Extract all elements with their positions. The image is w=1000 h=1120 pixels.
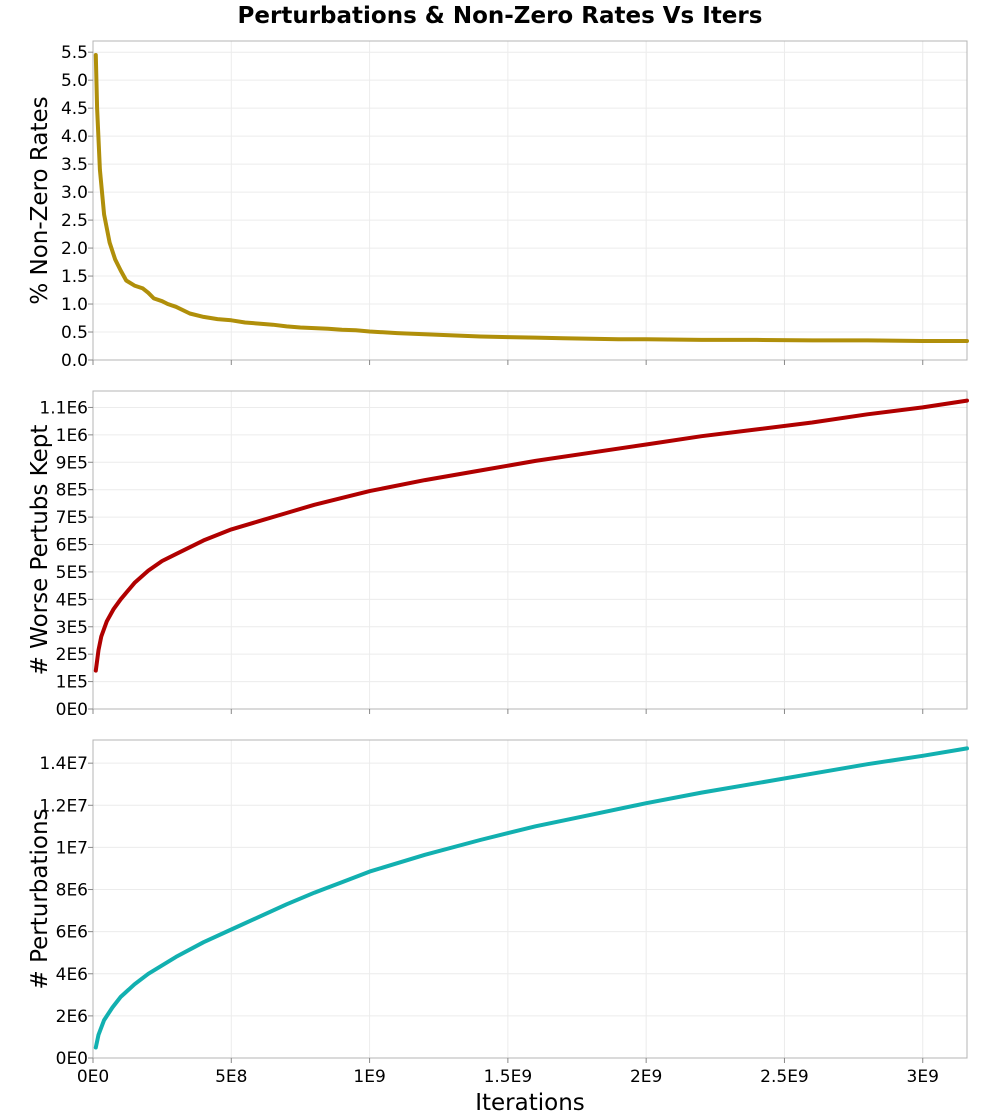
chart-title: Perturbations & Non-Zero Rates Vs Iters bbox=[238, 3, 763, 29]
y-tick-label: 4.0 bbox=[61, 127, 88, 147]
series-line bbox=[93, 398, 969, 673]
y-tick-label: 4.5 bbox=[61, 99, 88, 119]
x-tick-label: 2E9 bbox=[630, 1067, 662, 1087]
plot-frame bbox=[92, 390, 968, 710]
y-tick-label: 1.2E7 bbox=[39, 796, 88, 816]
x-tick-label: 2.5E9 bbox=[760, 1067, 809, 1087]
x-tick-label: 1.5E9 bbox=[484, 1067, 533, 1087]
y-tick-label: 3.5 bbox=[61, 155, 88, 175]
y-tick-label: 4E6 bbox=[56, 965, 88, 985]
y-tick-label: 1E5 bbox=[56, 673, 88, 693]
x-tick-label: 1E9 bbox=[353, 1067, 385, 1087]
plot-frame bbox=[92, 739, 968, 1059]
y-tick-label: 1.0 bbox=[61, 295, 88, 315]
y-tick-label: 6E5 bbox=[56, 536, 88, 556]
series-line bbox=[93, 53, 969, 343]
y-tick-label: 0.5 bbox=[61, 323, 88, 343]
y-tick-label: 0.0 bbox=[61, 351, 88, 371]
x-tick-label: 0E0 bbox=[77, 1067, 109, 1087]
y-tick-label: 1.4E7 bbox=[39, 754, 88, 774]
y-tick-label: 2.5 bbox=[61, 211, 88, 231]
y-tick-label: 5.0 bbox=[61, 71, 88, 91]
y-tick-label: 5E5 bbox=[56, 563, 88, 583]
y-tick-label: 2E6 bbox=[56, 1007, 88, 1027]
y-tick-label: 0E0 bbox=[56, 1049, 88, 1069]
y-tick-label: 1.5 bbox=[61, 267, 88, 287]
x-axis-label: Iterations bbox=[475, 1090, 585, 1116]
x-tick-label: 3E9 bbox=[907, 1067, 939, 1087]
y-tick-label: 3E5 bbox=[56, 618, 88, 638]
y-tick-label: 7E5 bbox=[56, 508, 88, 528]
y-tick-label: 6E6 bbox=[56, 923, 88, 943]
x-tick-label: 5E8 bbox=[215, 1067, 247, 1087]
y-tick-label: 0E0 bbox=[56, 700, 88, 720]
series-line bbox=[93, 746, 969, 1050]
y-tick-label: 8E6 bbox=[56, 881, 88, 901]
plot-frame bbox=[92, 40, 968, 361]
y-axis-label: % Non-Zero Rates bbox=[27, 96, 53, 304]
y-tick-label: 3.0 bbox=[61, 183, 88, 203]
panel-3: 0E0 2E6 4E6 6E6 8E6 1E7 1.2E7 1.4E7 # Perturbati… bbox=[27, 739, 969, 1087]
y-axis-label: # Worse Pertubs Kept bbox=[27, 425, 53, 676]
y-tick-label: 4E5 bbox=[56, 590, 88, 610]
y-tick-label: 5.5 bbox=[61, 43, 88, 63]
y-tick-label: 8E5 bbox=[56, 481, 88, 501]
chart-panels: 0.0 0.5 1.0 1.5 2.0 2.5 3.0 3.5 4.0 4.5 5.0 5.5 % No… bbox=[27, 40, 969, 1087]
y-tick-label: 1E7 bbox=[56, 838, 88, 858]
panel-1: 0.0 0.5 1.0 1.5 2.0 2.5 3.0 3.5 4.0 4.5 5.0 5.5 % No… bbox=[27, 40, 969, 371]
y-tick-label: 1.1E6 bbox=[39, 398, 88, 418]
y-axis-label: # Perturbations bbox=[27, 808, 53, 989]
y-tick-label: 2.0 bbox=[61, 239, 88, 259]
y-tick-label: 1E6 bbox=[56, 426, 88, 446]
panel-2: 0E0 1E5 2E5 3E5 4E5 5E5 6E5 7E5 8E5 9E5 1E6 1.1E6 # … bbox=[27, 390, 969, 720]
y-tick-label: 2E5 bbox=[56, 645, 88, 665]
y-tick-label: 9E5 bbox=[56, 453, 88, 473]
